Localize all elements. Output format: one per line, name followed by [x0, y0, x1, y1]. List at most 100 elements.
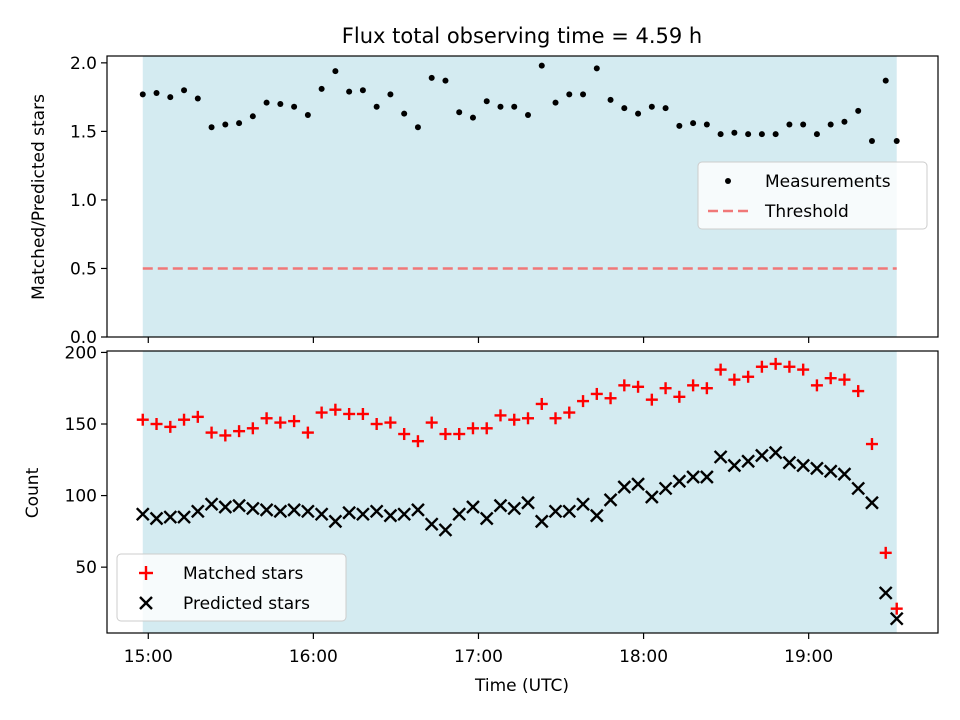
- matched-star-point: [769, 357, 782, 370]
- matched-star-point: [453, 428, 466, 441]
- top-y-ticks: 0.0 0.5 1.0 1.5 2.0: [70, 54, 107, 348]
- matched-star-point: [301, 426, 314, 439]
- measurement-point: [483, 98, 490, 105]
- matched-star-point: [522, 412, 535, 425]
- measurement-point: [882, 77, 889, 84]
- predicted-star-point: [562, 504, 577, 519]
- chart-title: Flux total observing time = 4.59 h: [342, 24, 702, 48]
- measurement-point: [566, 91, 573, 98]
- predicted-star-point: [369, 504, 384, 519]
- matched-star-point: [728, 373, 741, 386]
- measurement-point: [346, 88, 353, 95]
- predicted-star-point: [424, 517, 439, 532]
- measurement-point: [181, 87, 188, 94]
- bottom-x-ticks: 15:00 16:00 17:00 18:00 19:00: [124, 633, 833, 667]
- legend-matched-label: Matched stars: [183, 564, 303, 584]
- matched-star-point: [370, 418, 383, 431]
- measurement-point: [703, 121, 710, 128]
- matched-star-point: [439, 428, 452, 441]
- x-tick-label: 15:00: [124, 647, 173, 667]
- matched-star-point: [219, 429, 232, 442]
- x-axis-label: Time (UTC): [474, 676, 569, 696]
- measurement-point: [456, 109, 463, 116]
- predicted-star-point: [452, 507, 467, 522]
- matched-star-point: [549, 412, 562, 425]
- measurement-point: [401, 110, 408, 117]
- count-points: [135, 357, 904, 626]
- predicted-star-point: [507, 501, 522, 516]
- measurement-point: [222, 121, 229, 128]
- measurement-point: [208, 124, 215, 131]
- measurement-point: [139, 91, 146, 98]
- measurement-point: [662, 105, 669, 112]
- top-legend-box: [697, 161, 928, 230]
- predicted-star-point: [603, 493, 618, 507]
- predicted-star-point: [273, 504, 288, 519]
- predicted-star-point: [810, 461, 824, 476]
- measurement-point: [813, 131, 820, 138]
- matched-star-point: [577, 395, 590, 408]
- predicted-star-point: [878, 586, 893, 600]
- measurement-point: [373, 103, 380, 110]
- predicted-star-point: [617, 480, 632, 494]
- top-y-tick-label: 1.5: [70, 122, 97, 142]
- predicted-star-point: [163, 510, 178, 524]
- bottom-y-tick-label: 50: [75, 558, 97, 578]
- measurement-point: [580, 91, 587, 98]
- predicted-star-point: [287, 503, 301, 517]
- matched-star-point: [590, 387, 603, 400]
- predicted-star-point: [190, 504, 205, 519]
- measurement-point: [676, 122, 683, 129]
- predicted-star-point: [466, 500, 480, 514]
- measurement-point: [414, 124, 421, 131]
- measurement-point: [855, 107, 862, 114]
- top-frame: [106, 55, 939, 338]
- matched-star-point: [714, 363, 727, 376]
- predicted-star-point: [204, 497, 219, 512]
- predicted-star-point: [727, 458, 742, 473]
- predicted-star-point: [314, 507, 329, 522]
- predicted-star-point: [823, 464, 838, 479]
- measurement-point: [387, 91, 394, 98]
- matched-star-point: [425, 416, 438, 429]
- matched-star-point: [329, 403, 342, 416]
- predicted-star-point: [342, 505, 356, 520]
- matched-star-point: [246, 422, 259, 435]
- x-tick-label: 18:00: [619, 647, 668, 667]
- predicted-star-point: [493, 498, 508, 513]
- matched-star-point: [890, 602, 903, 615]
- measurement-point: [442, 77, 449, 84]
- bottom-y-tick-label: 150: [65, 415, 97, 435]
- top-panel: 0.00.51.01.52.0 Matched/Predicted stars …: [29, 54, 939, 348]
- measurement-point: [194, 95, 201, 102]
- measurement-point: [786, 121, 793, 128]
- bottom-legend-box: [116, 553, 347, 622]
- matched-star-point: [865, 438, 878, 451]
- measurement-point: [593, 65, 600, 72]
- x-tick-label: 19:00: [784, 647, 833, 667]
- predicted-star-point: [782, 455, 797, 470]
- bottom-frame: [106, 350, 939, 634]
- matched-star-point: [343, 407, 356, 420]
- matched-star-point: [755, 360, 768, 373]
- predicted-star-point: [755, 448, 769, 463]
- measurement-point: [318, 85, 325, 92]
- predicted-star-point: [713, 450, 728, 464]
- matched-star-point: [150, 418, 163, 431]
- predicted-star-point: [658, 481, 673, 496]
- predicted-star-point: [700, 470, 714, 484]
- predicted-star-point: [245, 501, 260, 516]
- predicted-star-point: [177, 510, 191, 524]
- measurement-point: [772, 131, 779, 138]
- top-legend: Measurements Threshold: [697, 161, 928, 230]
- measurement-point: [758, 131, 765, 138]
- measurement-point: [690, 120, 697, 127]
- matched-star-point: [618, 379, 631, 392]
- predicted-star-point: [383, 508, 398, 523]
- legend-measurements-marker: [725, 178, 731, 184]
- predicted-star-point: [631, 477, 645, 491]
- predicted-star-point: [135, 507, 150, 522]
- measurement-point: [511, 103, 518, 110]
- matched-star-point: [191, 410, 204, 423]
